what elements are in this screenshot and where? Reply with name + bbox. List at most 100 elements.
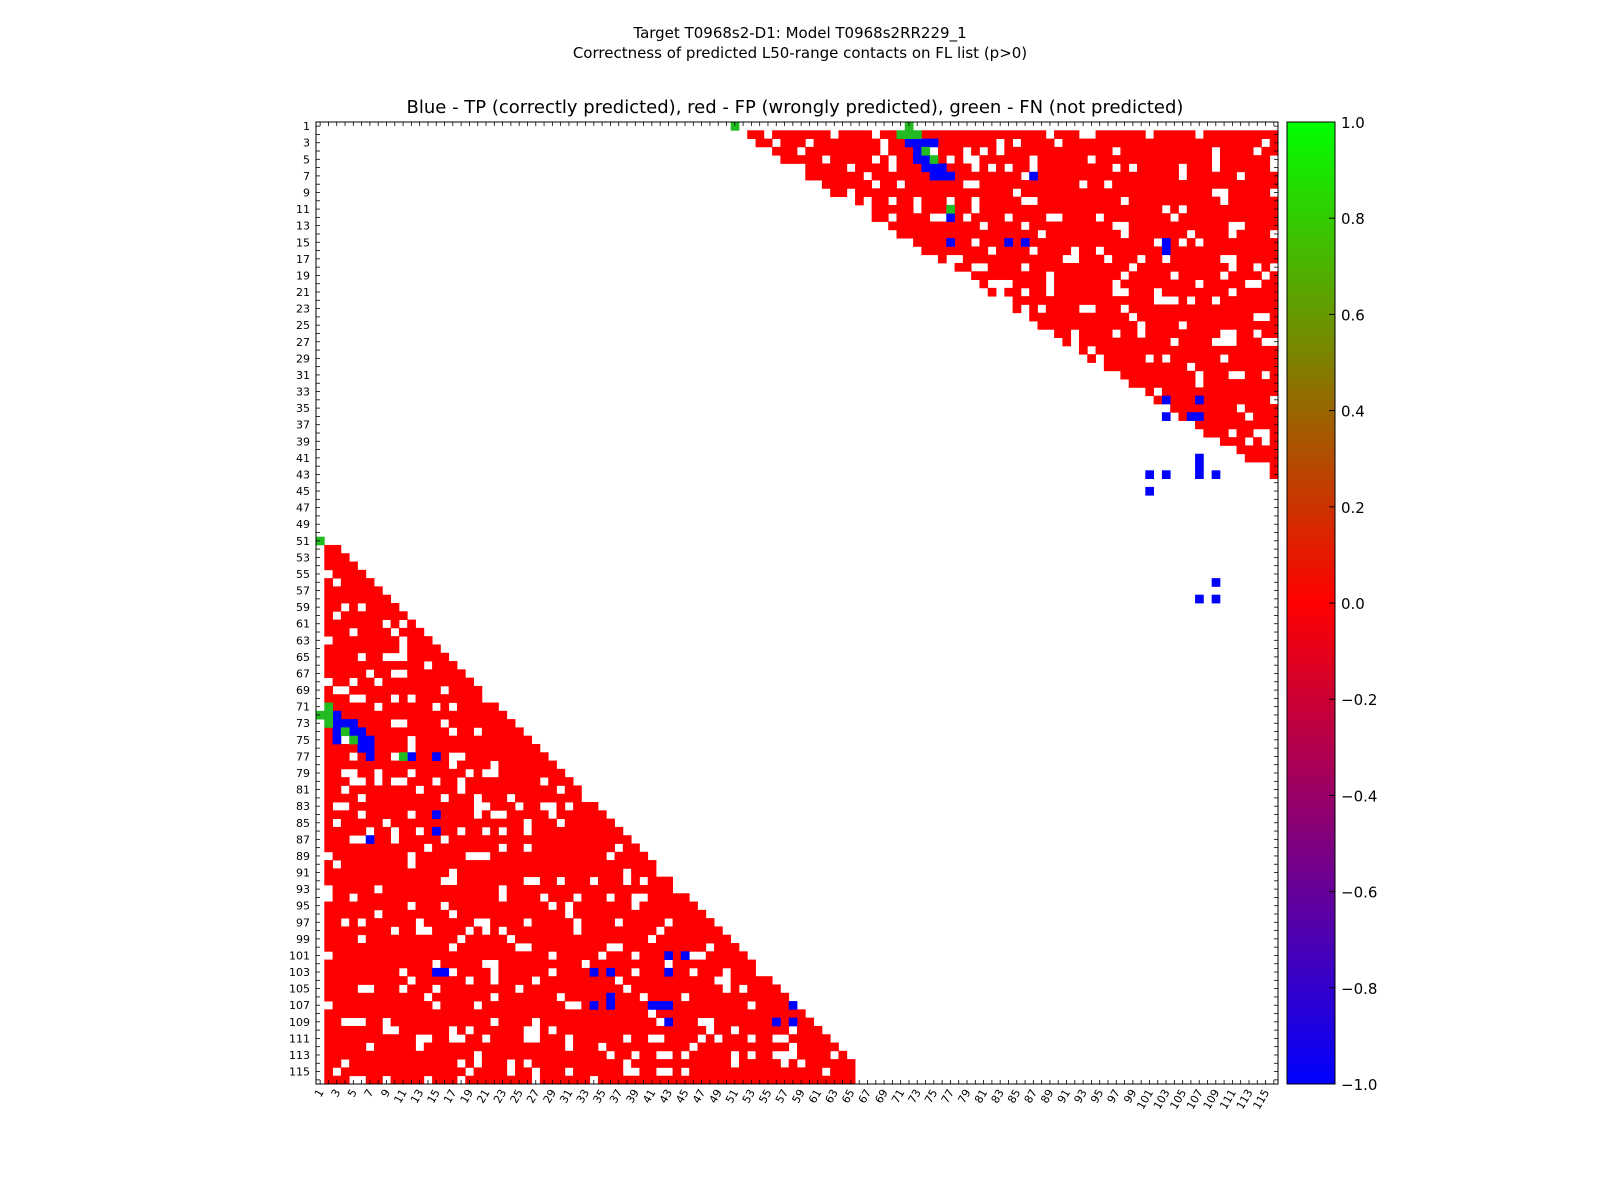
fp-cell bbox=[324, 652, 333, 662]
fp-cell bbox=[448, 669, 458, 679]
fp-cell bbox=[548, 943, 557, 952]
fp-cell bbox=[1161, 163, 1171, 173]
fp-cell bbox=[1219, 180, 1229, 189]
fp-cell bbox=[340, 868, 350, 878]
fp-cell bbox=[407, 710, 416, 720]
fp-cell bbox=[929, 188, 939, 198]
y-tick-label: 31 bbox=[296, 369, 310, 382]
fp-cell bbox=[531, 943, 541, 952]
fp-cell bbox=[382, 835, 392, 844]
fp-cell bbox=[1228, 180, 1237, 189]
fp-cell bbox=[415, 860, 425, 869]
fp-cell bbox=[432, 1034, 441, 1043]
fp-cell bbox=[349, 984, 358, 994]
fp-cell bbox=[1253, 246, 1262, 256]
fp-cell bbox=[506, 943, 516, 952]
fp-cell bbox=[714, 1059, 723, 1068]
fp-cell bbox=[1228, 163, 1237, 173]
fp-cell bbox=[423, 1017, 433, 1027]
fp-cell bbox=[1045, 171, 1055, 181]
fp-cell bbox=[374, 918, 383, 927]
fp-cell bbox=[1054, 246, 1063, 256]
fp-cell bbox=[597, 818, 607, 828]
fp-cell bbox=[324, 743, 333, 753]
fp-cell bbox=[398, 818, 408, 828]
fp-cell bbox=[805, 130, 814, 139]
fp-cell bbox=[423, 802, 433, 811]
fp-cell bbox=[448, 793, 458, 803]
tp-cell bbox=[929, 138, 939, 148]
fp-cell bbox=[1211, 370, 1221, 380]
fp-cell bbox=[357, 818, 367, 828]
fp-cell bbox=[722, 934, 732, 944]
fp-cell bbox=[423, 1059, 433, 1068]
fp-cell bbox=[1228, 387, 1237, 397]
fp-cell bbox=[332, 669, 342, 679]
fp-cell bbox=[597, 943, 607, 952]
fp-cell bbox=[1128, 204, 1138, 214]
fp-cell bbox=[1103, 146, 1113, 156]
fp-cell bbox=[946, 221, 955, 231]
fp-cell bbox=[581, 992, 591, 1002]
fp-cell bbox=[954, 246, 964, 256]
fp-cell bbox=[349, 669, 358, 679]
fp-cell bbox=[689, 984, 698, 994]
fp-cell bbox=[1095, 321, 1105, 330]
fp-cell bbox=[415, 636, 425, 645]
fp-cell bbox=[1170, 204, 1179, 214]
fp-cell bbox=[423, 943, 433, 952]
fp-cell bbox=[498, 760, 508, 770]
fp-cell bbox=[714, 943, 723, 952]
fp-cell bbox=[423, 826, 433, 836]
y-tick-label: 23 bbox=[296, 303, 310, 316]
fp-cell bbox=[1062, 246, 1072, 256]
fp-cell bbox=[490, 1067, 499, 1077]
fp-cell bbox=[407, 868, 416, 878]
fp-cell bbox=[365, 719, 375, 728]
fp-cell bbox=[1078, 146, 1088, 156]
fp-cell bbox=[656, 1025, 665, 1035]
fp-cell bbox=[539, 909, 549, 919]
fp-cell bbox=[946, 146, 955, 156]
fp-cell bbox=[1170, 279, 1179, 289]
fp-cell bbox=[423, 884, 433, 894]
fp-cell bbox=[1103, 354, 1113, 363]
fp-cell bbox=[332, 544, 342, 554]
fp-cell bbox=[1186, 279, 1196, 289]
fp-cell bbox=[1045, 204, 1055, 214]
fp-cell bbox=[1103, 246, 1113, 256]
fp-cell bbox=[498, 959, 508, 969]
fp-cell bbox=[398, 868, 408, 878]
fp-cell bbox=[1236, 180, 1246, 189]
fp-cell bbox=[440, 860, 450, 869]
fp-cell bbox=[622, 835, 632, 844]
fp-cell bbox=[415, 702, 425, 712]
fp-cell bbox=[962, 204, 972, 214]
fp-cell bbox=[415, 959, 425, 969]
fp-cell bbox=[805, 1034, 814, 1043]
fp-cell bbox=[332, 884, 342, 894]
fp-cell bbox=[1186, 138, 1196, 148]
fp-cell bbox=[747, 130, 756, 139]
fp-cell bbox=[1054, 204, 1063, 214]
fp-cell bbox=[515, 1009, 524, 1019]
fp-cell bbox=[357, 594, 367, 604]
fp-cell bbox=[813, 1025, 823, 1035]
fp-cell bbox=[647, 959, 657, 969]
fp-cell bbox=[971, 229, 980, 239]
fp-cell bbox=[498, 1001, 508, 1010]
fp-cell bbox=[1228, 395, 1237, 405]
fp-cell bbox=[415, 627, 425, 637]
fp-cell bbox=[374, 901, 383, 911]
fp-cell bbox=[1219, 246, 1229, 256]
fp-cell bbox=[365, 586, 375, 596]
fp-cell bbox=[465, 843, 474, 853]
fp-cell bbox=[539, 1042, 549, 1052]
fp-cell bbox=[1087, 188, 1096, 198]
fp-cell bbox=[1161, 138, 1171, 148]
fp-cell bbox=[1178, 395, 1188, 405]
fp-cell bbox=[614, 934, 624, 944]
fp-cell bbox=[1029, 271, 1038, 280]
fp-cell bbox=[374, 619, 383, 629]
fp-cell bbox=[722, 1034, 732, 1043]
